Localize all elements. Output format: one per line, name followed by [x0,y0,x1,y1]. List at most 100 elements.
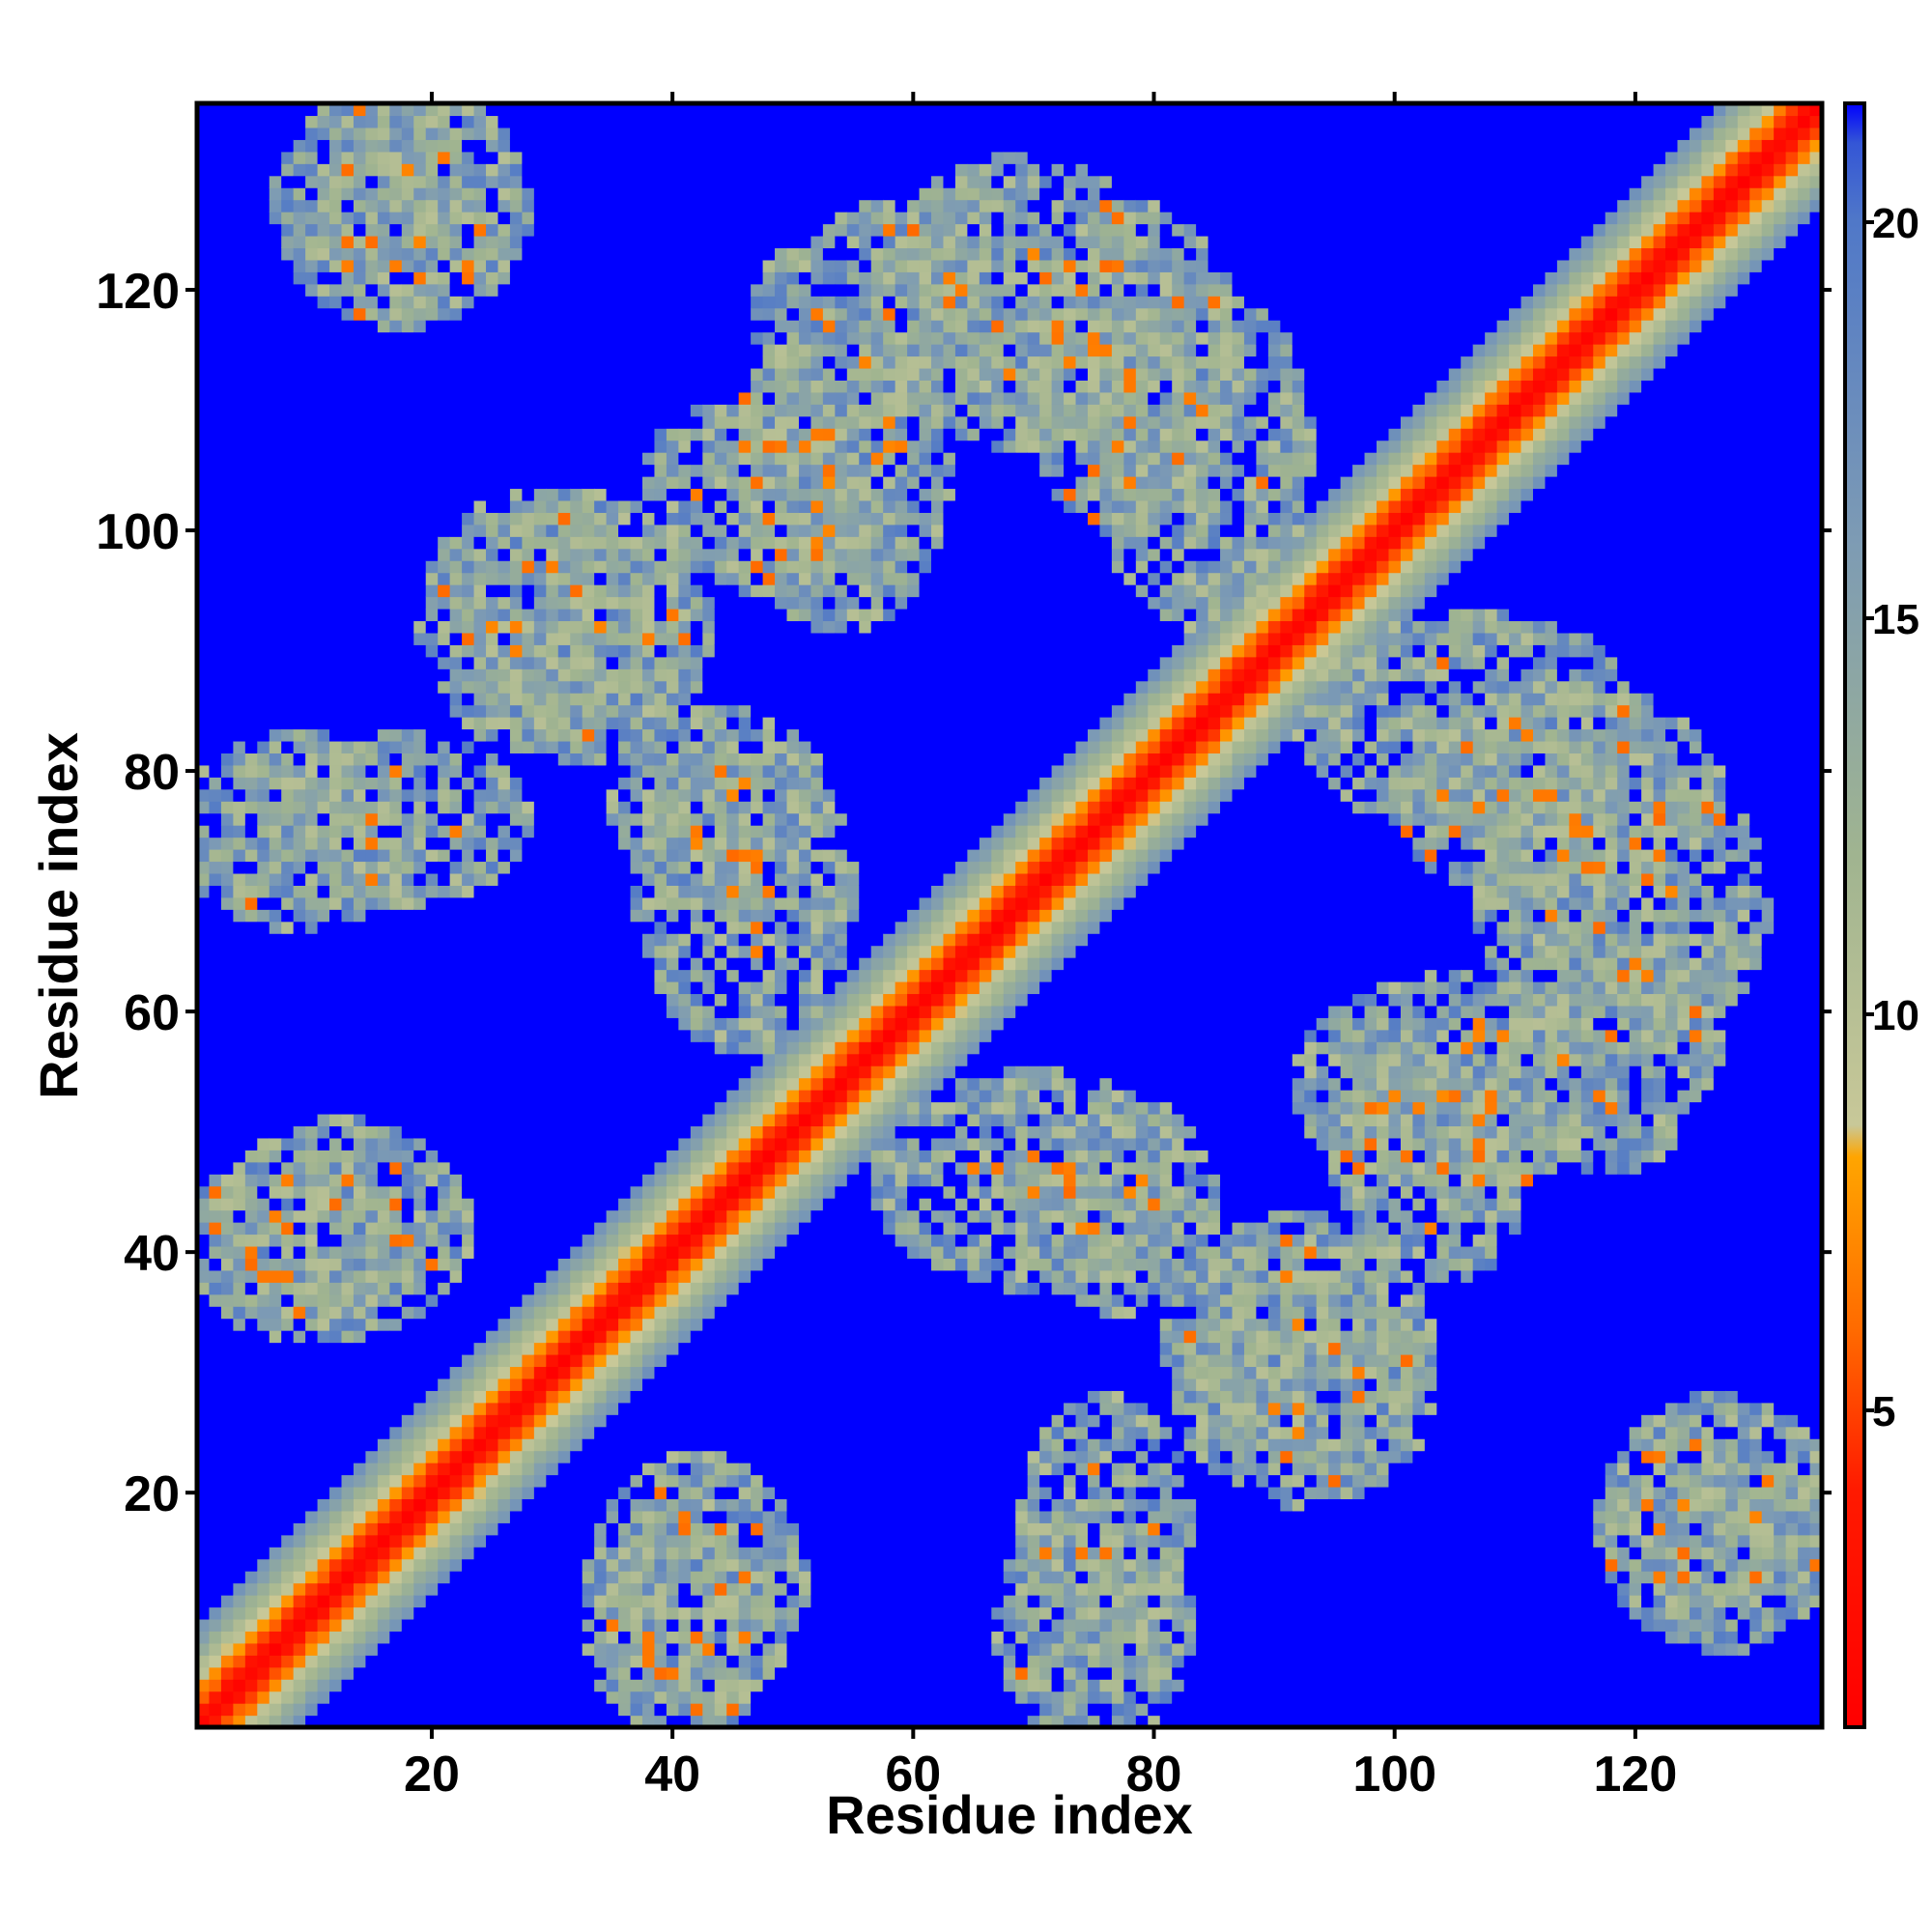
heatmap-cell [244,560,258,574]
heatmap-cell [293,259,306,272]
heatmap-cell [557,1306,571,1320]
heatmap-cell [401,103,414,117]
heatmap-cell [220,1150,234,1163]
heatmap-cell [486,115,499,128]
heatmap-cell [209,957,222,971]
heatmap-cell [281,524,295,537]
heatmap-cell [546,1041,559,1055]
heatmap-cell [317,320,330,333]
heatmap-cell [449,812,463,826]
heatmap-cell [233,1053,246,1066]
heatmap-cell [557,1642,571,1656]
heatmap-cell [522,1366,535,1379]
heatmap-cell [269,608,282,622]
heatmap-cell [438,1029,451,1042]
heatmap-cell [509,1222,523,1236]
heatmap-cell [449,560,463,574]
heatmap-cell [594,163,608,177]
heatmap-cell [497,753,511,766]
heatmap-cell [341,476,355,490]
heatmap-cell [281,921,295,934]
heatmap-cell [462,115,475,128]
heatmap-cell [570,440,583,453]
heatmap-cell [281,1137,295,1151]
heatmap-cell [618,175,632,188]
heatmap-cell [257,1053,270,1066]
heatmap-cell [317,717,330,730]
heatmap-cell [509,344,523,357]
heatmap-cell [401,428,414,441]
heatmap-cell [557,235,571,249]
heatmap-cell [209,380,222,393]
heatmap-cell [353,151,367,164]
heatmap-cell [438,115,451,128]
heatmap-cell [365,175,379,188]
heatmap-cell [497,452,511,466]
heatmap-cell [353,1101,367,1115]
heatmap-cell [570,680,583,694]
heatmap-cell [533,656,547,669]
heatmap-cell [497,1414,511,1428]
heatmap-cell [389,1631,403,1644]
heatmap-cell [606,1690,619,1704]
heatmap-cell [257,1318,270,1331]
heatmap-cell [425,404,439,417]
heatmap-cell [365,1618,379,1632]
heatmap-cell [244,331,258,345]
heatmap-cell [533,777,547,790]
heatmap-cell [233,1293,246,1307]
heatmap-cell [197,812,211,826]
heatmap-cell [473,548,487,561]
heatmap-cell [377,1547,390,1560]
heatmap-cell [377,404,390,417]
heatmap-cell [425,1125,439,1139]
heatmap-cell [244,693,258,706]
heatmap-cell [570,548,583,561]
heatmap-cell [462,344,475,357]
heatmap-cell [269,320,282,333]
heatmap-cell [546,1161,559,1175]
heatmap-cell [438,608,451,622]
heatmap-cell [546,296,559,309]
heatmap-cell [486,885,499,898]
heatmap-cell [220,921,234,934]
heatmap-cell [281,1222,295,1236]
heatmap-cell [425,801,439,814]
heatmap-cell [570,283,583,297]
heatmap-cell [220,1703,234,1717]
heatmap-cell [522,909,535,923]
heatmap-cell [317,1113,330,1127]
heatmap-cell [546,1426,559,1439]
heatmap-cell [594,271,608,285]
heatmap-cell [353,933,367,947]
heatmap-cell [377,1522,390,1536]
heatmap-cell [618,1029,632,1042]
heatmap-cell [462,632,475,645]
heatmap-cell [341,620,355,634]
heatmap-cell [630,1642,643,1656]
heatmap-cell [401,355,414,369]
heatmap-cell [630,825,643,838]
heatmap-cell [209,1498,222,1512]
heatmap-cell [220,163,234,177]
heatmap-cell [497,428,511,441]
heatmap-cell [353,320,367,333]
heatmap-cell [594,1353,608,1368]
heatmap-cell [509,1606,523,1620]
heatmap-cell [269,367,282,381]
heatmap-cell [389,296,403,309]
heatmap-cell [401,788,414,802]
heatmap-cell [233,428,246,441]
heatmap-cell [197,1065,211,1079]
heatmap-cell [546,788,559,802]
heatmap-cell [389,1101,403,1115]
heatmap-cell [305,668,319,682]
heatmap-cell [594,1161,608,1175]
heatmap-cell [401,331,414,345]
heatmap-cell [486,1222,499,1236]
heatmap-cell [329,115,343,128]
heatmap-cell [438,1366,451,1379]
heatmap-cell [497,187,511,201]
heatmap-cell [389,1534,403,1548]
heatmap-cell [425,560,439,574]
